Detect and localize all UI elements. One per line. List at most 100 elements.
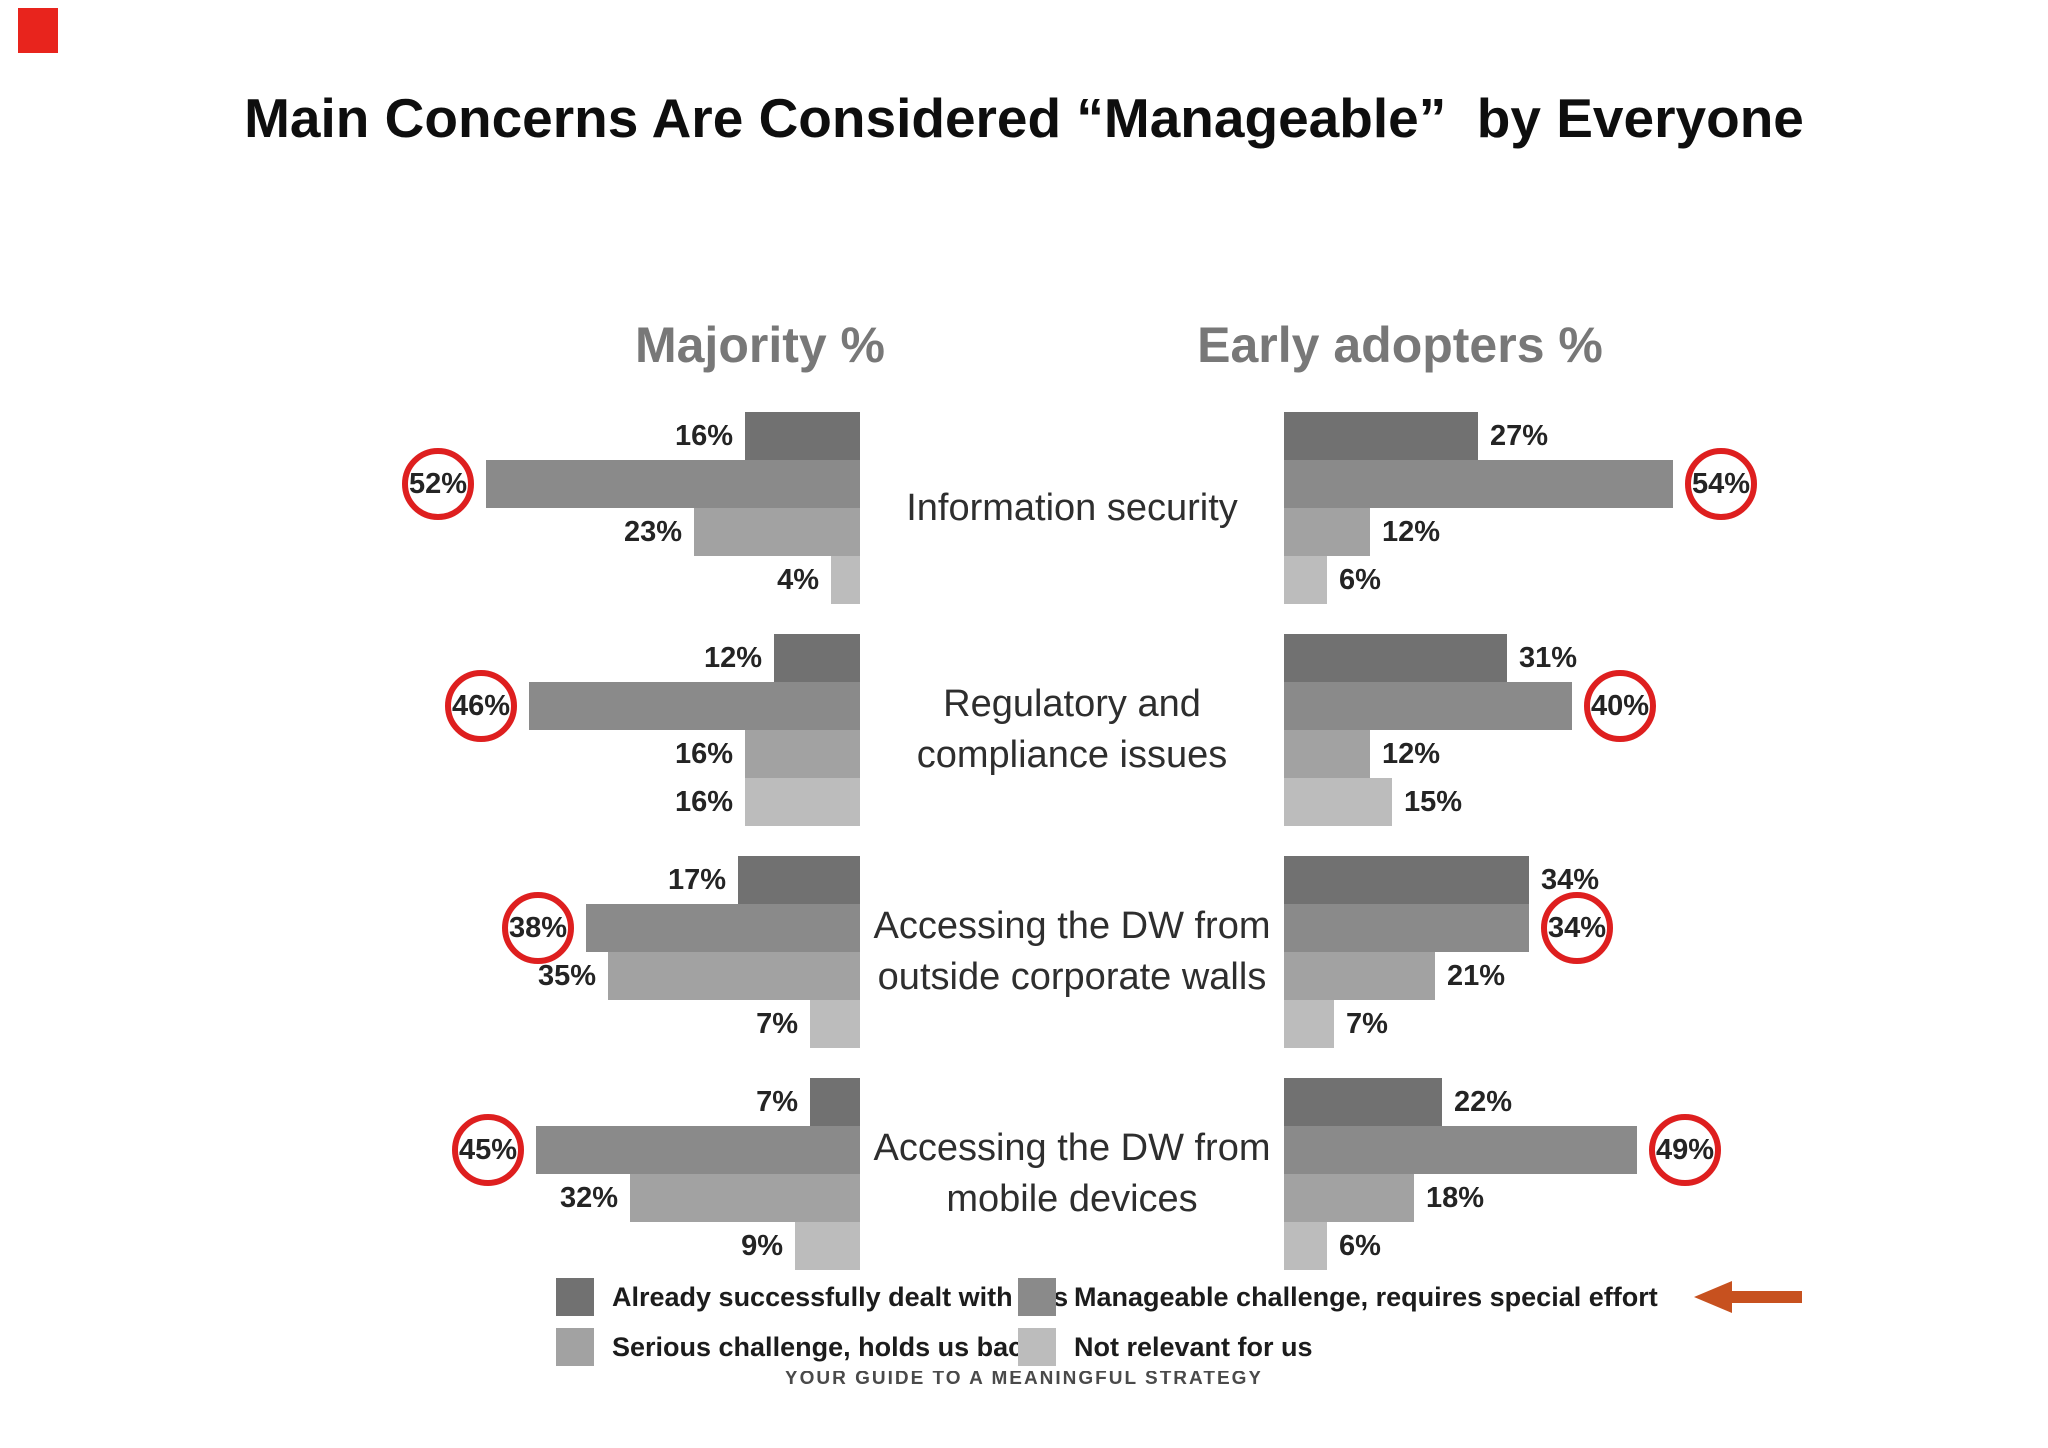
bar-row: 17% — [300, 856, 860, 904]
bar-right — [1284, 1000, 1334, 1048]
bar-row: 7% — [1284, 1000, 1844, 1048]
slide-title: Main Concerns Are Considered “Manageable… — [244, 87, 1804, 149]
bar-left — [795, 1222, 860, 1270]
highlight-circle: 54% — [1685, 448, 1757, 520]
majority-bar-stack: 16% 52% 23% 4% — [300, 412, 860, 604]
value-label: 7% — [756, 1007, 798, 1040]
bar-right — [1284, 1126, 1637, 1174]
bar-right — [1284, 556, 1327, 604]
legend-label: Serious challenge, holds us back — [612, 1331, 1039, 1362]
value-label: 16% — [674, 737, 733, 770]
value-label: 45% — [458, 1133, 518, 1166]
bar-row: 12% — [300, 634, 860, 682]
chart-legend: Already successfully dealt with this Mana… — [556, 1278, 1804, 1366]
panel-header-early-adopters: Early adopters % — [1197, 317, 1603, 373]
legend-label: Not relevant for us — [1074, 1331, 1313, 1362]
value-label: 16% — [674, 785, 733, 818]
majority-bar-stack: 12% 46% 16% 16% — [300, 634, 860, 826]
legend-swatch — [556, 1328, 594, 1366]
bar-right — [1284, 460, 1673, 508]
bar-right — [1284, 1078, 1442, 1126]
bar-left — [745, 730, 860, 778]
bar-row: 54% — [1284, 448, 1844, 520]
bar-row: 7% — [300, 1078, 860, 1126]
value-label: 17% — [667, 863, 726, 896]
bar-right — [1284, 952, 1435, 1000]
value-label: 18% — [1426, 1181, 1485, 1214]
value-label: 52% — [408, 467, 468, 500]
bar-row: 16% — [300, 730, 860, 778]
highlight-circle: 46% — [445, 670, 517, 742]
legend-item: Not relevant for us — [1018, 1328, 1804, 1366]
bar-row: 21% — [1284, 952, 1844, 1000]
left-arrow-icon — [1693, 1281, 1802, 1313]
category-label: Regulatory and compliance issues — [916, 683, 1228, 776]
value-label: 21% — [1447, 959, 1506, 992]
bar-left — [810, 1000, 860, 1048]
bar-row: 12% — [1284, 508, 1844, 556]
bar-right — [1284, 682, 1572, 730]
early-adopters-bar-stack: 27% 54% 12% 6% — [1284, 412, 1844, 604]
value-label: 32% — [559, 1181, 618, 1214]
value-label: 7% — [756, 1085, 798, 1118]
bar-row: 35% — [300, 952, 860, 1000]
bar-left — [529, 682, 860, 730]
bar-row: 31% — [1284, 634, 1844, 682]
bar-row: 34% — [1284, 856, 1844, 904]
legend-label: Already successfully dealt with this — [612, 1281, 1069, 1312]
bar-row: 12% — [1284, 730, 1844, 778]
early-adopters-bar-stack: 22% 49% 18% 6% — [1284, 1078, 1844, 1270]
bar-left — [745, 412, 860, 460]
legend-swatch — [556, 1278, 594, 1316]
bar-left — [536, 1126, 860, 1174]
value-label: 23% — [623, 515, 682, 548]
bar-left — [630, 1174, 860, 1222]
category-label: Information security — [906, 486, 1238, 529]
bar-right — [1284, 1222, 1327, 1270]
bar-right — [1284, 508, 1370, 556]
bar-row: 15% — [1284, 778, 1844, 826]
legend-item: Serious challenge, holds us back — [556, 1328, 1038, 1366]
value-label: 9% — [741, 1229, 783, 1262]
majority-bar-stack: 7% 45% 32% 9% — [300, 1078, 860, 1270]
bar-row: 9% — [300, 1222, 860, 1270]
bar-right — [1284, 730, 1370, 778]
highlight-circle: 52% — [402, 448, 474, 520]
value-label: 34% — [1547, 911, 1607, 944]
bar-row: 40% — [1284, 670, 1844, 742]
mirrored-bar-chart: 16% 52% 23% 4% Information security 27% 54% 12%… — [300, 412, 1844, 1270]
highlight-circle: 34% — [1541, 892, 1613, 964]
bar-row: 45% — [300, 1114, 860, 1186]
highlight-circle: 45% — [452, 1114, 524, 1186]
highlight-circle: 40% — [1584, 670, 1656, 742]
bar-row: 46% — [300, 670, 860, 742]
bar-left — [738, 856, 860, 904]
value-label: 46% — [451, 689, 511, 722]
highlight-circle: 38% — [502, 892, 574, 964]
value-label: 6% — [1339, 563, 1381, 596]
value-label: 31% — [1519, 641, 1578, 674]
bar-row: 16% — [300, 412, 860, 460]
footer-clipped-caption: YOUR GUIDE TO A MEANINGFUL STRATEGY — [0, 1371, 2048, 1384]
bar-right — [1284, 634, 1507, 682]
value-label: 15% — [1404, 785, 1463, 818]
category-label: Accessing the DW from mobile devices — [873, 1127, 1271, 1220]
value-label: 27% — [1490, 419, 1549, 452]
category-label: Accessing the DW from outside corporate … — [873, 905, 1271, 998]
value-label: 38% — [508, 911, 568, 944]
bar-row: 32% — [300, 1174, 860, 1222]
value-label: 34% — [1541, 863, 1600, 896]
value-label: 22% — [1454, 1085, 1513, 1118]
value-label: 54% — [1691, 467, 1751, 500]
bar-left — [608, 952, 860, 1000]
legend-label: Manageable challenge, requires special e… — [1074, 1281, 1658, 1312]
legend-item: Already successfully dealt with this — [556, 1278, 1068, 1316]
bar-right — [1284, 904, 1529, 952]
bar-row: 6% — [1284, 1222, 1844, 1270]
value-label: 12% — [703, 641, 762, 674]
bar-row: 52% — [300, 448, 860, 520]
bar-row: 6% — [1284, 556, 1844, 604]
value-label: 12% — [1382, 515, 1441, 548]
bar-left — [745, 778, 860, 826]
bar-left — [831, 556, 860, 604]
